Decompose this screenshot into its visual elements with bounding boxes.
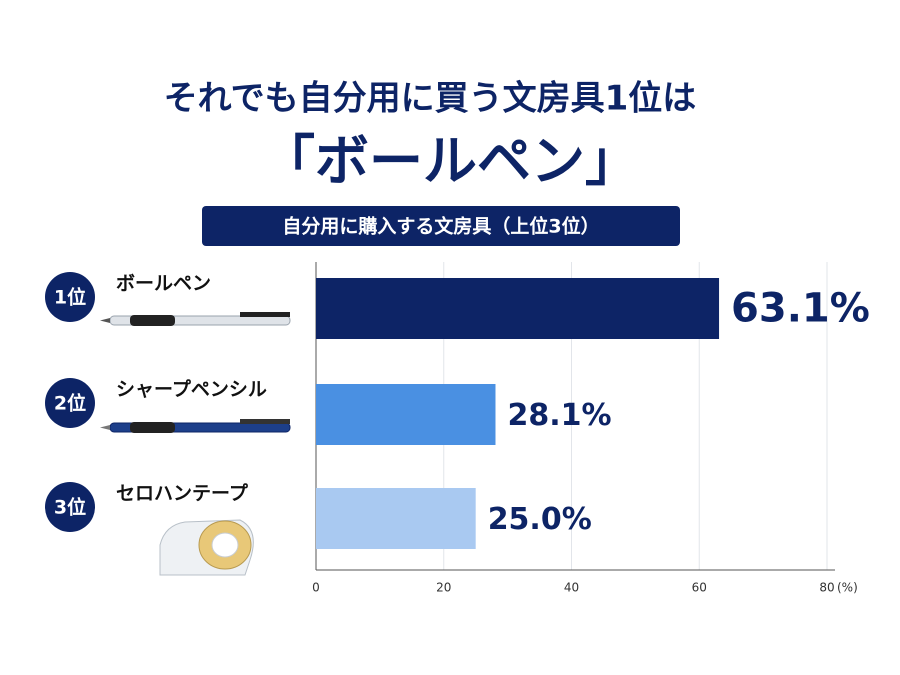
tape-dispenser-icon: [159, 519, 254, 576]
bar: [316, 278, 720, 339]
category-label: ボールペン: [116, 273, 211, 295]
category-label: セロハンテープ: [116, 482, 249, 505]
x-tick-label: 80: [819, 581, 834, 595]
x-tick-label: 40: [564, 581, 579, 595]
x-tick-label: 20: [436, 581, 451, 595]
rank-badge: [45, 482, 95, 532]
x-axis-unit: (%): [837, 581, 858, 595]
rank-label: 3位: [54, 496, 86, 519]
value-label: 63.1%: [731, 286, 870, 332]
bar: [316, 488, 476, 549]
rank-label: 2位: [54, 392, 86, 415]
pen-icon: [100, 312, 291, 326]
chart-title: それでも自分用に買う文房具1位は: [164, 79, 697, 119]
rank-label: 1位: [54, 286, 86, 309]
bar: [316, 384, 496, 445]
value-label: 28.1%: [507, 398, 611, 433]
subtitle-banner: [202, 206, 680, 246]
mechanical-pencil-icon: [100, 419, 291, 433]
chart-title-highlight: 「ボールペン」: [261, 130, 639, 193]
value-label: 25.0%: [488, 502, 592, 537]
x-tick-label: 0: [312, 581, 320, 595]
x-tick-label: 60: [692, 581, 707, 595]
rank-badge: [45, 378, 95, 428]
category-label: シャープペンシル: [116, 378, 267, 401]
rank-badge: [45, 272, 95, 322]
subtitle: 自分用に購入する文房具（上位3位）: [282, 215, 599, 238]
